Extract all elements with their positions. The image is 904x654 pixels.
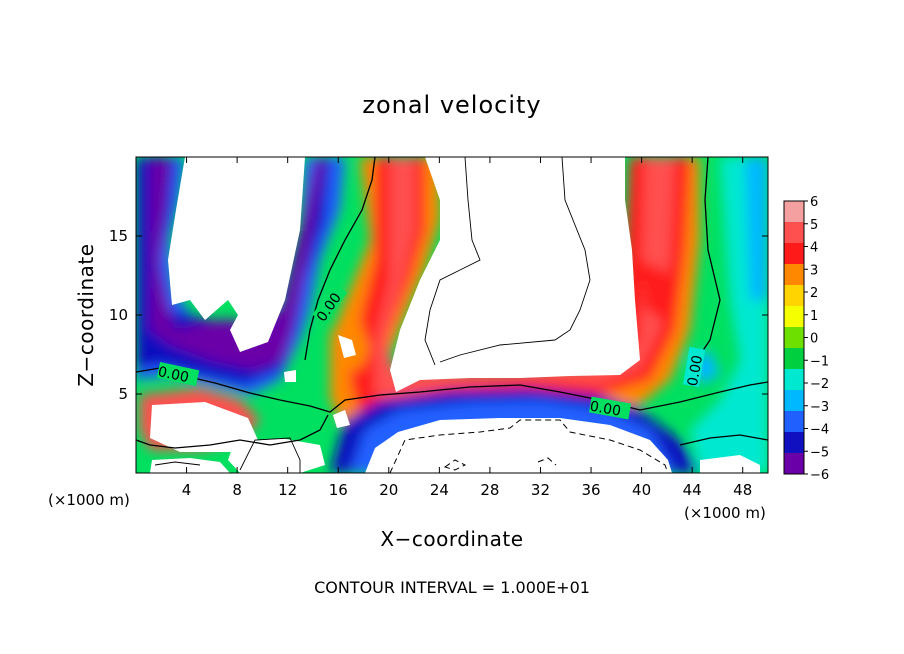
colorbar-swatch <box>784 201 804 223</box>
velocity-field: 0.00 0.00 0.00 0.00 <box>136 157 768 473</box>
colorbar-swatch <box>784 390 804 412</box>
colorbar-swatch <box>784 222 804 244</box>
colorbar-label: 3 <box>810 263 818 278</box>
colorbar-label: −4 <box>810 423 829 438</box>
x-tick-label: 24 <box>430 481 449 499</box>
colorbar-swatch <box>784 432 804 454</box>
colorbar-swatch <box>784 453 804 475</box>
x-tick-label: 32 <box>531 481 550 499</box>
colorbar: 6 5 4 3 2 1 0 −1 −2 −3 −4 −5 −6 <box>783 195 829 483</box>
y-axis: 5 10 15 <box>109 227 768 403</box>
colorbar-label: −2 <box>810 377 829 392</box>
colorbar-swatch <box>784 369 804 391</box>
chart-title: zonal velocity <box>362 91 541 119</box>
y-axis-title: Z−coordinate <box>74 243 98 386</box>
colorbar-swatch <box>784 348 804 370</box>
x-tick-label: 48 <box>733 481 752 499</box>
x-axis-title: X−coordinate <box>380 527 523 551</box>
x-unit-right: (×1000 m) <box>684 504 766 522</box>
y-tick-label: 5 <box>118 385 128 403</box>
x-tick-label: 36 <box>581 481 600 499</box>
colorbar-label: −6 <box>810 468 829 483</box>
x-axis: 4 8 12 16 20 24 28 32 36 40 44 48 <box>182 157 752 499</box>
colorbar-label: 0 <box>810 332 818 347</box>
x-tick-label: 12 <box>278 481 297 499</box>
y-tick-label: 15 <box>109 227 128 245</box>
contour-interval-note: CONTOUR INTERVAL = 1.000E+01 <box>314 578 590 597</box>
y-tick-label: 10 <box>109 306 128 324</box>
x-tick-label: 28 <box>480 481 499 499</box>
colorbar-swatch <box>784 411 804 433</box>
x-tick-label: 40 <box>632 481 651 499</box>
x-unit-left: (×1000 m) <box>48 491 130 509</box>
colorbar-label: −1 <box>810 354 829 369</box>
colorbar-label: −5 <box>810 445 829 460</box>
colorbar-swatch <box>784 285 804 307</box>
contour-label: 0.00 <box>589 399 622 420</box>
colorbar-label: 1 <box>810 309 818 324</box>
plot-area: 0.00 0.00 0.00 0.00 4 8 12 16 20 24 28 32 36 40 44… <box>109 156 769 499</box>
colorbar-label: −3 <box>810 400 829 415</box>
x-tick-label: 8 <box>232 481 242 499</box>
x-tick-label: 44 <box>683 481 702 499</box>
colorbar-swatch <box>784 243 804 265</box>
colorbar-swatch <box>784 327 804 349</box>
colorbar-swatch <box>784 306 804 328</box>
colorbar-label: 4 <box>810 241 818 256</box>
x-tick-label: 20 <box>379 481 398 499</box>
contour-label: 0.00 <box>685 354 706 387</box>
colorbar-swatch <box>784 264 804 286</box>
x-tick-label: 16 <box>329 481 348 499</box>
x-tick-label: 4 <box>182 481 192 499</box>
contour-label: 0.00 <box>156 364 190 386</box>
colorbar-label: 6 <box>810 195 818 210</box>
colorbar-label: 2 <box>810 286 818 301</box>
colorbar-label: 5 <box>810 218 818 233</box>
